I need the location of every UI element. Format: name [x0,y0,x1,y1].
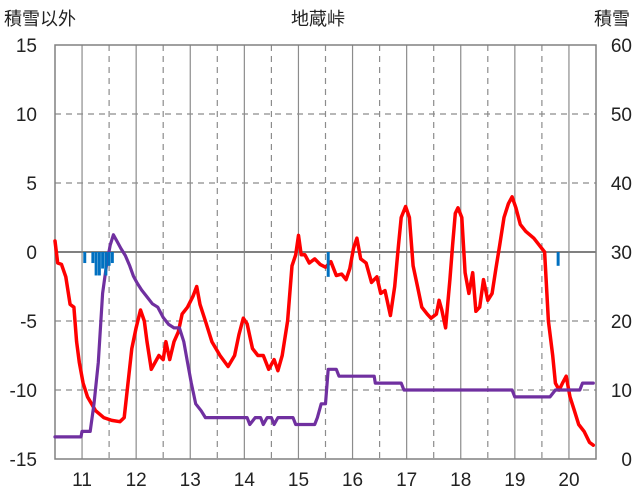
left-axis-label: 積雪以外 [4,9,76,30]
precipitation-bar [326,252,330,277]
x-tick-label: 17 [396,470,417,491]
precipitation-bar [107,252,111,266]
x-tick-label: 19 [504,470,525,491]
precipitation-bar [101,252,105,269]
x-tick-label: 18 [450,470,471,491]
x-tick-label: 15 [288,470,309,491]
right-tick-label: 50 [611,105,632,126]
right-tick-label: 10 [611,381,632,402]
right-axis-label: 積雪 [594,9,630,30]
precipitation-bar [104,252,108,276]
precipitation-bars [83,252,560,277]
left-tick-label: 15 [16,36,37,57]
plot-area [53,195,596,447]
x-tick-label: 20 [558,470,579,491]
precipitation-bar [83,252,87,264]
precipitation-bar [556,252,560,266]
right-tick-label: 20 [611,312,632,333]
precipitation-bar [97,252,101,276]
x-tick-label: 14 [234,470,256,491]
x-tick-label: 11 [72,470,92,491]
left-tick-label: 5 [26,174,37,195]
precipitation-bar [91,252,95,264]
snow_depth-line [53,233,595,439]
left-tick-label: 10 [16,105,37,126]
chart-title: 地蔵峠 [291,9,345,30]
left-tick-label: -10 [10,381,37,402]
precipitation-bar [110,252,114,264]
left-tick-label: -5 [20,312,37,333]
right-tick-label: 0 [621,450,632,471]
right-tick-label: 40 [611,174,632,195]
right-tick-label: 60 [611,36,632,57]
temperature-line [53,195,596,447]
precipitation-bar [94,252,98,276]
x-tick-label: 12 [126,470,147,491]
x-tick-label: 13 [180,470,201,491]
x-tick-label: 16 [342,470,363,491]
right-tick-label: 30 [611,243,632,264]
left-tick-label: -15 [10,450,37,471]
left-tick-label: 0 [26,243,37,264]
